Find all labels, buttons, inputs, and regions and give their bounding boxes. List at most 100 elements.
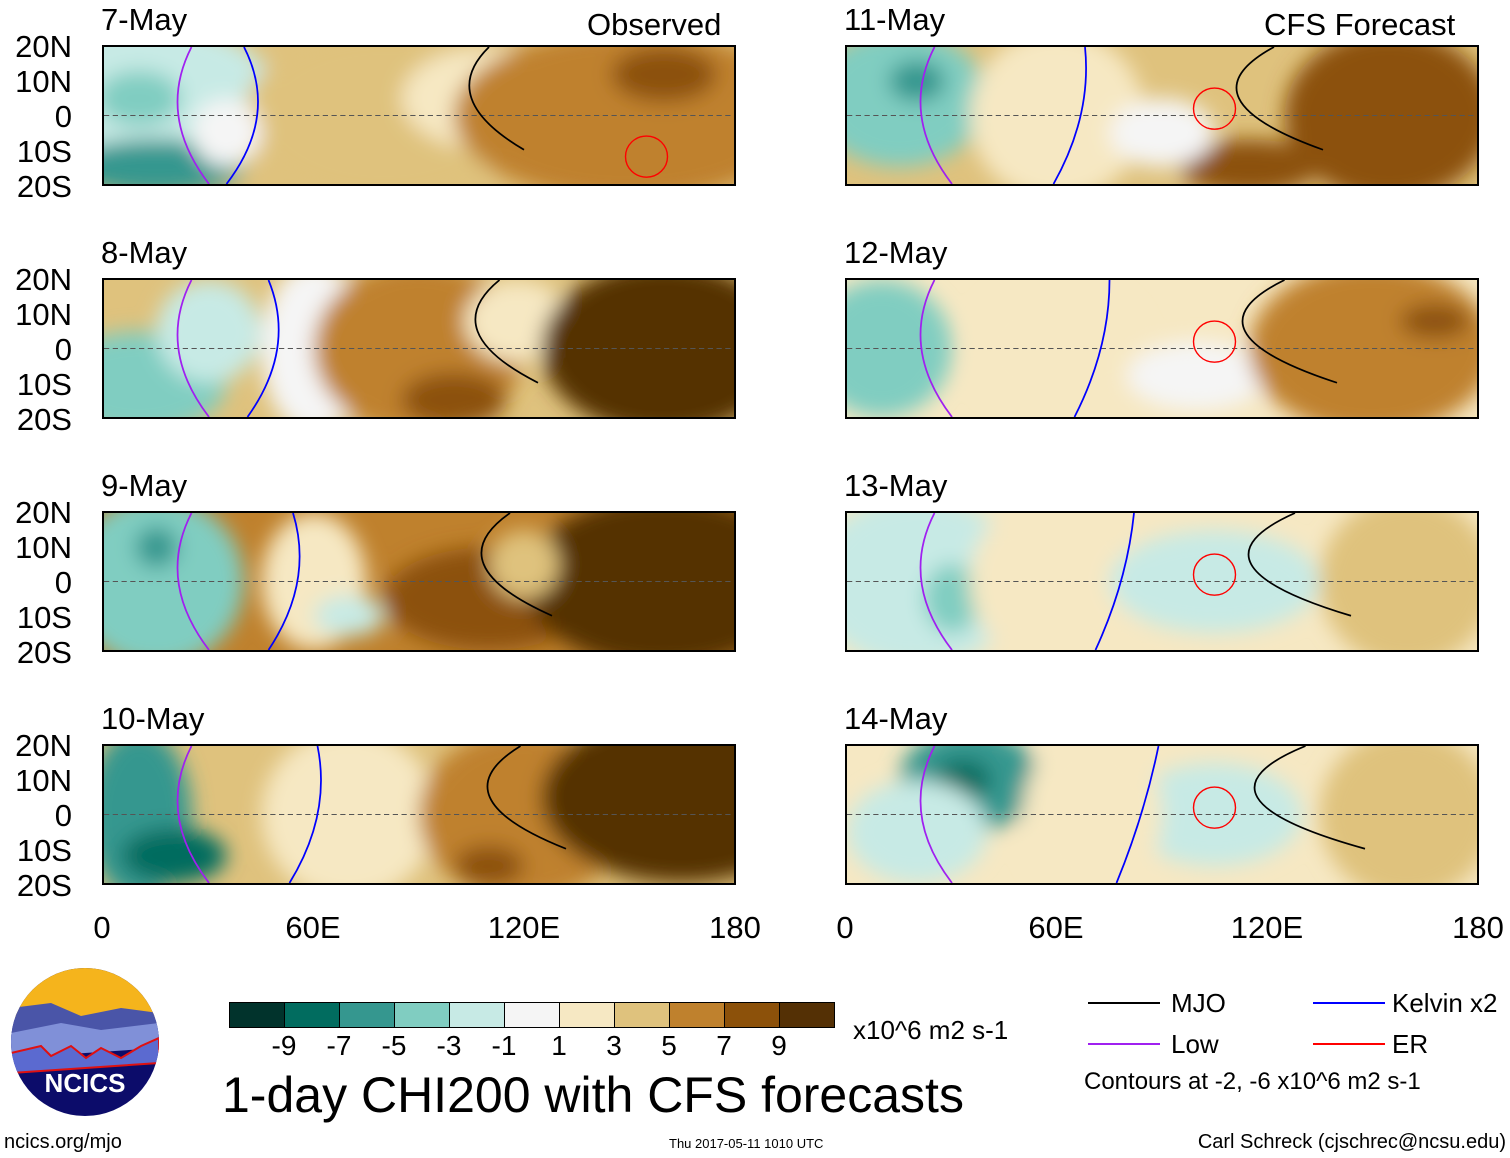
colorbar xyxy=(229,1002,835,1028)
y-tick-label: 20S xyxy=(16,868,72,903)
kelvin-contour xyxy=(225,47,259,184)
colorbar-swatch xyxy=(725,1003,780,1027)
panel-date: 7-May xyxy=(101,2,188,37)
low-legend-line xyxy=(1088,1043,1160,1045)
panel-date: 11-May xyxy=(844,2,946,37)
anomaly-region xyxy=(1179,139,1320,184)
anomaly-region xyxy=(847,47,987,167)
colorbar-swatch xyxy=(395,1003,450,1027)
panel-date: 8-May xyxy=(101,235,188,270)
anomaly-region xyxy=(847,780,987,883)
er-legend-label: ER xyxy=(1392,1029,1429,1059)
mjo-contour xyxy=(486,746,567,850)
er-contour xyxy=(624,135,669,178)
colorbar-swatch xyxy=(670,1003,725,1027)
y-tick-label: 20N xyxy=(15,728,72,763)
mjo-contour xyxy=(1235,47,1324,151)
low-contour xyxy=(919,280,953,417)
contours-note: Contours at -2, -6 x10^6 m2 s-1 xyxy=(1084,1068,1421,1095)
y-tick-label: 20N xyxy=(15,262,72,297)
anomaly-region xyxy=(889,60,945,102)
colorbar-tick-label: -1 xyxy=(491,1030,517,1061)
panel-date: 9-May xyxy=(101,468,188,503)
anomaly-region xyxy=(454,845,524,883)
mjo-contour xyxy=(1253,746,1366,850)
low-contour xyxy=(919,47,953,184)
y-tick-label: 10S xyxy=(16,600,72,635)
kelvin-contour xyxy=(1094,513,1135,650)
er-contour xyxy=(1192,87,1237,130)
units-label: x10^6 m2 s-1 xyxy=(853,1015,1009,1045)
y-tick-label: 10N xyxy=(15,530,72,565)
map-panel xyxy=(102,511,736,652)
colorbar-swatch xyxy=(615,1003,670,1027)
map-panel xyxy=(845,278,1479,419)
y-tick-label: 10S xyxy=(16,367,72,402)
er-contour xyxy=(1192,786,1237,829)
colorbar-swatch xyxy=(340,1003,395,1027)
x-tick-label: 0 xyxy=(836,910,854,945)
colorbar-swatch xyxy=(230,1003,285,1027)
footer-url[interactable]: ncics.org/mjo xyxy=(4,1131,122,1153)
colorbar-tick-label: -9 xyxy=(271,1030,297,1061)
observed-label: Observed xyxy=(587,7,722,42)
kelvin-contour xyxy=(1052,47,1087,184)
er-contour xyxy=(1192,553,1237,596)
y-tick-label: 0 xyxy=(54,565,72,600)
anomaly-region xyxy=(191,98,262,167)
anomaly-region xyxy=(1127,341,1267,411)
er-legend-line xyxy=(1313,1043,1385,1045)
colorbar-swatch xyxy=(505,1003,560,1027)
y-tick-label: 10N xyxy=(15,64,72,99)
anomaly-region xyxy=(1109,98,1215,167)
y-tick-label: 20S xyxy=(16,169,72,204)
colorbar-swatch xyxy=(285,1003,340,1027)
panel-date: 14-May xyxy=(844,701,948,736)
kelvin-contour xyxy=(267,513,301,650)
map-panel xyxy=(845,511,1479,652)
colorbar-tick-label: 5 xyxy=(661,1030,677,1061)
y-tick-label: 20S xyxy=(16,635,72,670)
y-tick-label: 0 xyxy=(54,798,72,833)
colorbar-tick-label: -3 xyxy=(436,1030,462,1061)
x-tick-label: 0 xyxy=(93,910,111,945)
colorbar-tick-label: -5 xyxy=(381,1030,407,1061)
low-contour xyxy=(176,47,210,184)
kelvin-contour xyxy=(1073,280,1111,417)
low-legend-label: Low xyxy=(1171,1029,1219,1059)
y-tick-label: 20N xyxy=(15,29,72,64)
kelvin-contour xyxy=(246,280,280,417)
panel-date: 10-May xyxy=(101,701,205,736)
colorbar-tick-label: 3 xyxy=(606,1030,622,1061)
kelvin-contour xyxy=(1115,746,1160,883)
anomaly-region xyxy=(1400,303,1470,339)
ncics-logo[interactable]: NCICS xyxy=(11,968,159,1116)
anomaly-region xyxy=(401,372,507,417)
y-tick-label: 20N xyxy=(15,495,72,530)
footer-timestamp: Thu 2017-05-11 1010 UTC xyxy=(669,1136,824,1151)
kelvin-contour xyxy=(288,746,322,883)
chart-title: 1-day CHI200 with CFS forecasts xyxy=(222,1067,964,1123)
low-contour xyxy=(919,746,953,883)
colorbar-tick-label: 9 xyxy=(771,1030,787,1061)
anomaly-region xyxy=(104,70,181,126)
colorbar-tick-label: 7 xyxy=(716,1030,732,1061)
mjo-legend-line xyxy=(1088,1002,1160,1004)
anomaly-region xyxy=(135,526,178,568)
mjo-contour xyxy=(480,513,553,617)
map-panel xyxy=(845,744,1479,885)
y-tick-label: 20S xyxy=(16,402,72,437)
colorbar-swatch xyxy=(450,1003,505,1027)
anomaly-region xyxy=(121,828,227,883)
mjo-contour xyxy=(468,47,525,151)
mjo-contour xyxy=(1247,513,1352,617)
colorbar-tick-label: -7 xyxy=(326,1030,352,1061)
forecast-label: CFS Forecast xyxy=(1264,7,1456,42)
y-tick-label: 10S xyxy=(16,833,72,868)
x-tick-label: 180 xyxy=(1452,910,1504,945)
mjo-contour xyxy=(474,280,539,384)
mjo-contour xyxy=(1241,280,1338,384)
x-tick-label: 180 xyxy=(709,910,761,945)
mjo-legend-label: MJO xyxy=(1171,988,1226,1018)
anomaly-region xyxy=(156,280,262,383)
